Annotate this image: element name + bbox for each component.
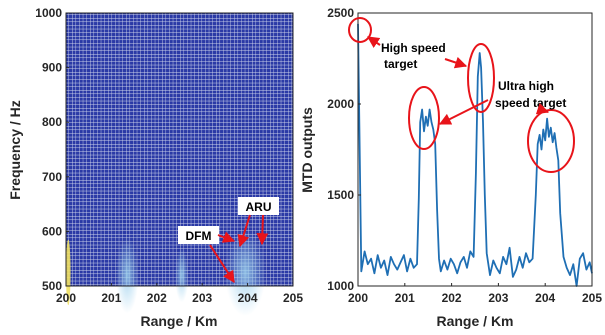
left-x-tick-label: 200 <box>56 291 76 305</box>
left-x-tick-label: 205 <box>283 291 303 305</box>
right-x-tick-label: 202 <box>442 291 462 305</box>
right-y-tick-label: 2500 <box>327 6 354 20</box>
right-x-axis-label: Range / Km <box>436 313 513 329</box>
left-x-ticks: 200 201 202 203 204 205 <box>56 283 303 305</box>
dfm-arrow-1 <box>217 231 236 243</box>
left-y-tick-label: 500 <box>42 279 62 293</box>
right-y-tick-label: 1000 <box>327 279 354 293</box>
dfm-label-box <box>178 226 219 244</box>
dfm-label: DFM <box>186 229 212 243</box>
left-y-tick-label: 700 <box>42 170 62 184</box>
right-x-tick-label: 203 <box>488 291 508 305</box>
right-axes-box <box>357 12 593 287</box>
high-speed-arrow <box>367 36 381 48</box>
ultra-circle-2 <box>467 43 495 113</box>
ultra-text-1: Ultra high <box>498 79 554 93</box>
right-x-tick-label: 205 <box>582 291 602 305</box>
right-y-axis-label: MTD outputs <box>299 107 315 193</box>
aru-label-box <box>238 197 279 215</box>
aru-arrow-1 <box>237 214 251 248</box>
dfm-arrow-2 <box>209 244 235 284</box>
left-x-tick-label: 203 <box>192 291 212 305</box>
left-x-axis-label: Range / Km <box>140 313 217 329</box>
left-y-axis-label: Frequency / Hz <box>7 100 23 200</box>
heatmap-blob <box>115 236 139 314</box>
left-y-tick-label: 1000 <box>35 6 62 20</box>
right-x-ticks: 200 201 202 203 204 205 <box>348 283 602 305</box>
ultra-circle-3 <box>527 109 575 173</box>
high-speed-circle <box>348 17 372 43</box>
ultra-arrow-right <box>535 102 550 115</box>
right-x-tick-label: 200 <box>348 291 368 305</box>
left-x-tick-label: 204 <box>238 291 258 305</box>
right-x-tick-label: 204 <box>535 291 555 305</box>
left-axes-box <box>65 12 294 287</box>
line-plot-area <box>358 13 592 286</box>
left-x-tick-label: 201 <box>101 291 121 305</box>
right-line-panel: 200 201 202 203 204 205 1000 1500 2000 2500 Rang… <box>299 6 602 329</box>
left-x-tick-label: 202 <box>147 291 167 305</box>
right-y-ticks: 1000 1500 2000 2500 <box>327 6 361 293</box>
ultra-text-2: speed target <box>495 96 566 110</box>
high-speed-text-1: High speed <box>381 41 446 55</box>
left-y-ticks: 500 600 700 800 900 1000 <box>35 6 69 293</box>
heatmap-blobs <box>66 228 266 317</box>
heatmap-blob <box>66 239 71 306</box>
heatmap-blob <box>174 247 189 303</box>
ultra-arrow-left <box>438 99 489 125</box>
right-x-tick-label: 201 <box>395 291 415 305</box>
left-y-tick-label: 600 <box>42 224 62 238</box>
right-y-tick-label: 2000 <box>327 97 354 111</box>
high-speed-text-2: target <box>384 57 417 71</box>
left-y-tick-label: 900 <box>42 61 62 75</box>
mtd-series-line <box>357 23 593 287</box>
aru-label: ARU <box>246 200 272 214</box>
high-speed-arrow-2 <box>444 56 468 69</box>
aru-arrow-2 <box>256 214 269 246</box>
left-heatmap-panel: 200 201 202 203 204 205 500 600 700 800 900 1000 R… <box>7 6 303 329</box>
left-y-tick-label: 800 <box>42 115 62 129</box>
heatmap-blob <box>224 228 266 317</box>
right-y-tick-label: 1500 <box>327 188 354 202</box>
